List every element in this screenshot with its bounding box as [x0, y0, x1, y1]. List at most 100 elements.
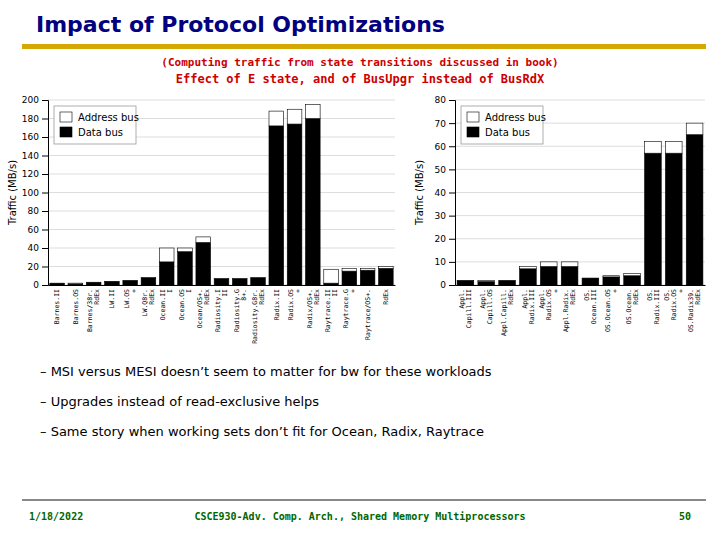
x-tick: Appl.Capill.RdEx	[500, 289, 515, 336]
x-tick: Radix.OS+	[287, 289, 302, 320]
bar-segment	[214, 278, 229, 279]
x-tick: Appl.Capill.OS	[479, 289, 494, 324]
grid	[455, 100, 705, 285]
y-tick-label: 160	[22, 132, 39, 142]
bar-segment	[178, 248, 193, 252]
y-tick-label: 10	[435, 257, 447, 267]
bar-segment	[603, 276, 620, 277]
x-tick-label-line: Barnes.OS	[72, 289, 80, 324]
bar-segment	[50, 283, 65, 284]
x-tick-label-line: Radix.III	[528, 289, 536, 324]
y-tick-mark	[449, 169, 455, 170]
x-tick-label-line: +	[677, 289, 685, 293]
title-rule	[22, 44, 706, 49]
y-tick-label: 50	[435, 165, 447, 175]
x-tick: Raytrace.G+	[342, 289, 357, 328]
y-axis-title: Traffic (MB/s)	[414, 160, 425, 226]
bar-segment	[86, 282, 101, 285]
bar-segment	[686, 135, 703, 285]
bar-segment	[50, 283, 65, 285]
footer-text: 1/18/2022	[29, 511, 83, 522]
bar-segment	[624, 273, 641, 275]
legend-label: Address bus	[78, 112, 139, 123]
y-tick-label: 40	[435, 188, 447, 198]
bar-segment	[214, 279, 229, 285]
bullet-point: – Upgrades instead of read-exclusive hel…	[40, 394, 319, 409]
bullet-point: – MSI versus MESI doesn’t seem to matter…	[40, 364, 492, 379]
x-tick: Radiosity.III	[214, 289, 229, 332]
y-tick-label: 200	[22, 95, 39, 105]
x-tick-label: Appl.Capill.OS	[479, 289, 494, 324]
x-tick-label-line: RdEx	[203, 289, 211, 305]
x-tick-label-line: I	[166, 289, 174, 293]
footer-text: 50	[679, 511, 691, 522]
bar-segment	[178, 252, 193, 285]
x-tick-label: Barnes.II	[53, 289, 61, 324]
x-tick: Appl.Radix.RdEx	[562, 289, 577, 332]
x-tick-label: LW.II	[108, 289, 116, 309]
bar-segment	[561, 267, 578, 286]
y-tick-mark	[42, 119, 48, 120]
y-tick-mark	[449, 123, 455, 124]
x-tick: Ocean.OSI	[178, 289, 193, 320]
bar-segment	[68, 283, 83, 285]
x-tick: Appl.Capill.III	[458, 289, 473, 328]
y-tick-label: 60	[435, 142, 447, 152]
y-tick: 50	[435, 165, 455, 175]
bar-segment	[86, 282, 101, 283]
bar-segment	[540, 267, 557, 286]
legend-label: Data bus	[485, 127, 530, 138]
x-tick-label: Raytrace.IIII	[324, 289, 339, 332]
legend: Address busData bus	[54, 106, 139, 144]
y-tick: 60	[435, 142, 455, 152]
x-tick-label: OS.Radix.OS+	[663, 289, 685, 320]
x-tick-label: Barnes.OS	[72, 289, 80, 324]
legend-swatch	[60, 127, 72, 137]
bar-segment	[561, 262, 578, 267]
x-tick-label: Raytrace/OS+.	[364, 289, 372, 340]
bar-segment	[306, 119, 321, 286]
bar-segment	[141, 277, 156, 278]
bar-segment	[287, 109, 302, 124]
grid-line	[48, 192, 395, 193]
x-tick: Barnes.II	[53, 289, 61, 324]
bars	[50, 105, 393, 285]
x-tick-label: OS.Ocean.OS+	[604, 289, 619, 332]
y-tick-label: 180	[22, 114, 39, 124]
bars	[457, 123, 703, 285]
x-tick-label: Radix/OS+.RdEx	[306, 289, 321, 328]
x-axis: Appl.Capill.III Appl.Capill.OS Appl.Capill…	[456, 286, 706, 336]
bar-segment	[520, 269, 537, 285]
x-tick-label-line: RdEx	[382, 289, 390, 305]
x-tick-label: Radiosity.III	[214, 289, 229, 332]
x-tick-label: Barnes/38r.RdEx	[86, 289, 101, 332]
x-tick-label-line: RdEx	[258, 289, 266, 305]
x-axis-line	[456, 285, 706, 286]
x-tick: Radiosity.G8+.	[233, 289, 248, 332]
x-tick: RdEx	[382, 289, 390, 305]
bar-series	[68, 105, 393, 284]
y-tick: 200	[22, 95, 48, 105]
y-tick-mark	[449, 100, 455, 101]
bar-segment	[251, 277, 266, 278]
bar-segment	[123, 280, 138, 285]
y-tick: 80	[28, 206, 48, 216]
x-tick-label: RdEx	[382, 289, 390, 305]
y-tick-mark	[42, 267, 48, 268]
bar-segment	[196, 242, 211, 285]
x-tick-label: Appl.Radix.RdEx	[562, 289, 577, 332]
y-tick-mark	[42, 285, 48, 286]
bar-segment	[499, 280, 516, 285]
y-tick-mark	[42, 211, 48, 212]
y-tick: 0	[440, 280, 455, 290]
x-tick-label-line: RdEx	[507, 289, 515, 305]
y-axis-line	[42, 101, 49, 286]
y-tick-mark	[449, 193, 455, 194]
bar-segment	[520, 267, 537, 269]
chart: Appl.Capill.III Appl.Capill.OS Appl.Capill…	[414, 95, 706, 336]
y-tick-label: 80	[28, 206, 40, 216]
x-tick-label: Appl.Capill.III	[458, 289, 473, 328]
footer-rule	[22, 499, 706, 501]
bar-segment	[269, 126, 284, 285]
y-tick-mark	[449, 216, 455, 217]
